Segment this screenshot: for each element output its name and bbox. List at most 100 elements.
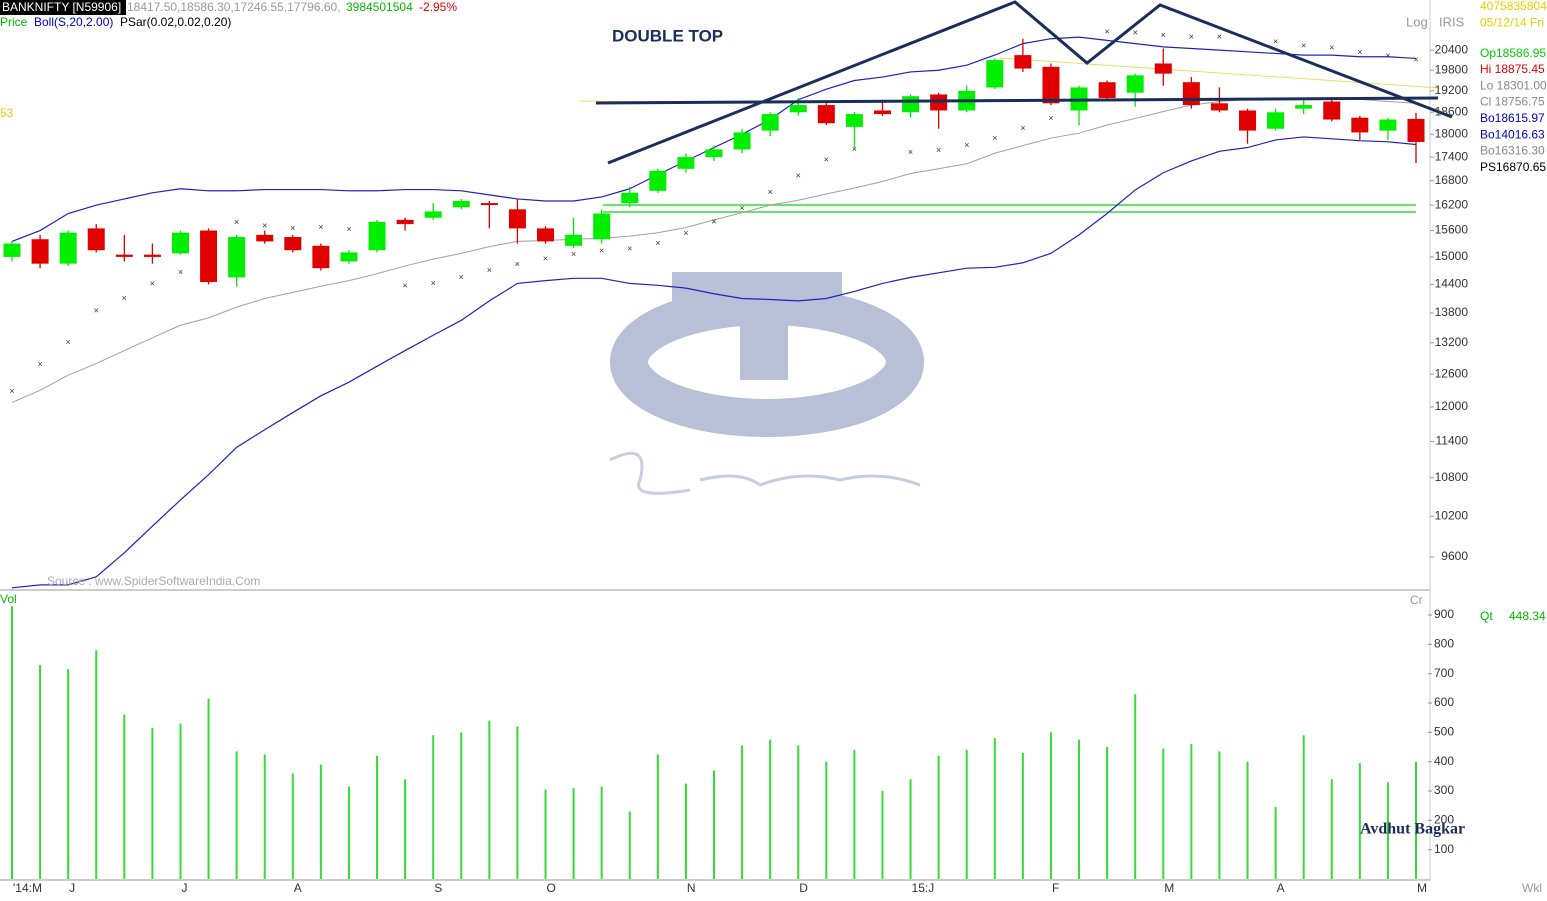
candle-body [396,219,414,225]
psar-dot: × [571,249,576,259]
psar-dot: × [262,221,267,231]
info-label: Bo16316.30 [1480,144,1545,158]
candle-body [368,221,386,251]
info-label: Bo14016.63 [1480,127,1545,141]
y-tick-label: 700 [1434,666,1454,680]
psar-dot: × [150,279,155,289]
y-tick-label: 600 [1434,695,1454,709]
psar-dot: × [178,267,183,277]
watermark [609,272,924,495]
psar-dot: × [824,155,829,165]
chart-title: DOUBLE TOP [612,26,723,45]
candle-body [1126,75,1144,93]
y-tick-label: 12000 [1435,399,1469,413]
psar-dot: × [402,281,407,291]
x-tick-label: M [1164,881,1174,895]
x-tick-label: S [434,881,442,895]
psar-dot: × [94,305,99,315]
psar-dot: × [515,259,520,269]
y-tick-label: 400 [1434,754,1454,768]
y-tick-label: 15000 [1435,249,1469,263]
x-tick-label: M [1417,881,1427,895]
y-tick-label: 10800 [1435,470,1469,484]
x-tick-label: N [687,881,696,895]
candle-body [789,105,807,113]
psar-dot: × [852,144,857,154]
y-tick-label: 13200 [1435,335,1469,349]
x-unit: Wkl [1522,881,1542,895]
candle-body [1210,103,1228,111]
psar-dot: × [487,265,492,275]
y-tick-label: 16200 [1435,197,1469,211]
y-tick-label: 100 [1434,842,1454,856]
psar-dot: × [683,228,688,238]
psar-dot: × [1133,27,1138,37]
psar-dot: × [1273,36,1278,46]
candle-body [621,192,639,204]
y-tick-label: 800 [1434,637,1454,651]
info-label: 05/12/14 Fri [1480,15,1544,29]
candle-body [31,239,49,264]
psar-dot: × [711,216,716,226]
candle-body [143,254,161,257]
x-tick-label: O [547,881,556,895]
psar-dot: × [936,145,941,155]
candle-body [1239,110,1257,131]
y-tick-label: 16800 [1435,173,1469,187]
psar-dot: × [1413,54,1418,64]
candle-body [1154,63,1172,74]
psar-dot: × [37,359,42,369]
bollinger-lower [11,136,1417,589]
info-label: Bo18615.97 [1480,111,1545,125]
x-tick-label: '14:M [13,881,42,895]
bollinger-middle [11,97,1417,403]
psar-dot: × [122,293,127,303]
psar-dot: × [9,386,14,396]
candle-body [1295,105,1313,109]
candle-body [312,245,330,269]
psar-dot: × [1048,113,1053,123]
y-tick-label: 20400 [1435,42,1469,56]
candle-body [200,230,218,283]
candle-body [171,232,189,254]
psar-dot: × [318,222,323,232]
y-tick-label: 500 [1434,725,1454,739]
x-tick-label: 15:J [912,881,935,895]
candle-body [284,237,302,251]
info-label: Hi 18875.45 [1480,62,1545,76]
psar-dot: × [1329,43,1334,53]
psar-dot: × [1301,41,1306,51]
source: Source : www.SpiderSoftwareIndia.Com [47,574,260,588]
y-tick-label: 14400 [1435,277,1469,291]
candle-body [733,132,751,150]
cr-label: Cr [1410,593,1423,607]
author: Avdhut Bagkar [1360,821,1465,838]
psar-dot: × [346,224,351,234]
candle-body [340,252,358,262]
candle-body [3,243,21,257]
psar-dot: × [1104,27,1109,37]
candle-body [649,170,667,191]
info-label: PS16870.65 [1480,160,1546,174]
psar-dot: × [1189,31,1194,41]
symbol: BANKNIFTY [N59906] [2,0,121,14]
psar-dot: × [1357,47,1362,57]
psar-dot: × [768,187,773,197]
vol-label: Vol [0,592,17,606]
x-tick-label: A [294,881,302,895]
psar-dot: × [290,223,295,233]
psar-dot: × [908,147,913,157]
candle-body [424,211,442,218]
psar-dot: × [543,254,548,264]
candle-body [1098,82,1116,98]
psar-dot: × [431,278,436,288]
psar-dot: × [964,140,969,150]
psar-dot: × [1020,123,1025,133]
legend-price: Price [0,15,28,29]
y-tick-label: 9600 [1441,549,1468,563]
double-top-lines [595,0,1453,165]
x-tick-label: J [69,881,75,895]
left-marker: 53 [0,106,14,120]
x-tick-label: F [1052,881,1059,895]
y-tick-label: 18000 [1435,126,1469,140]
